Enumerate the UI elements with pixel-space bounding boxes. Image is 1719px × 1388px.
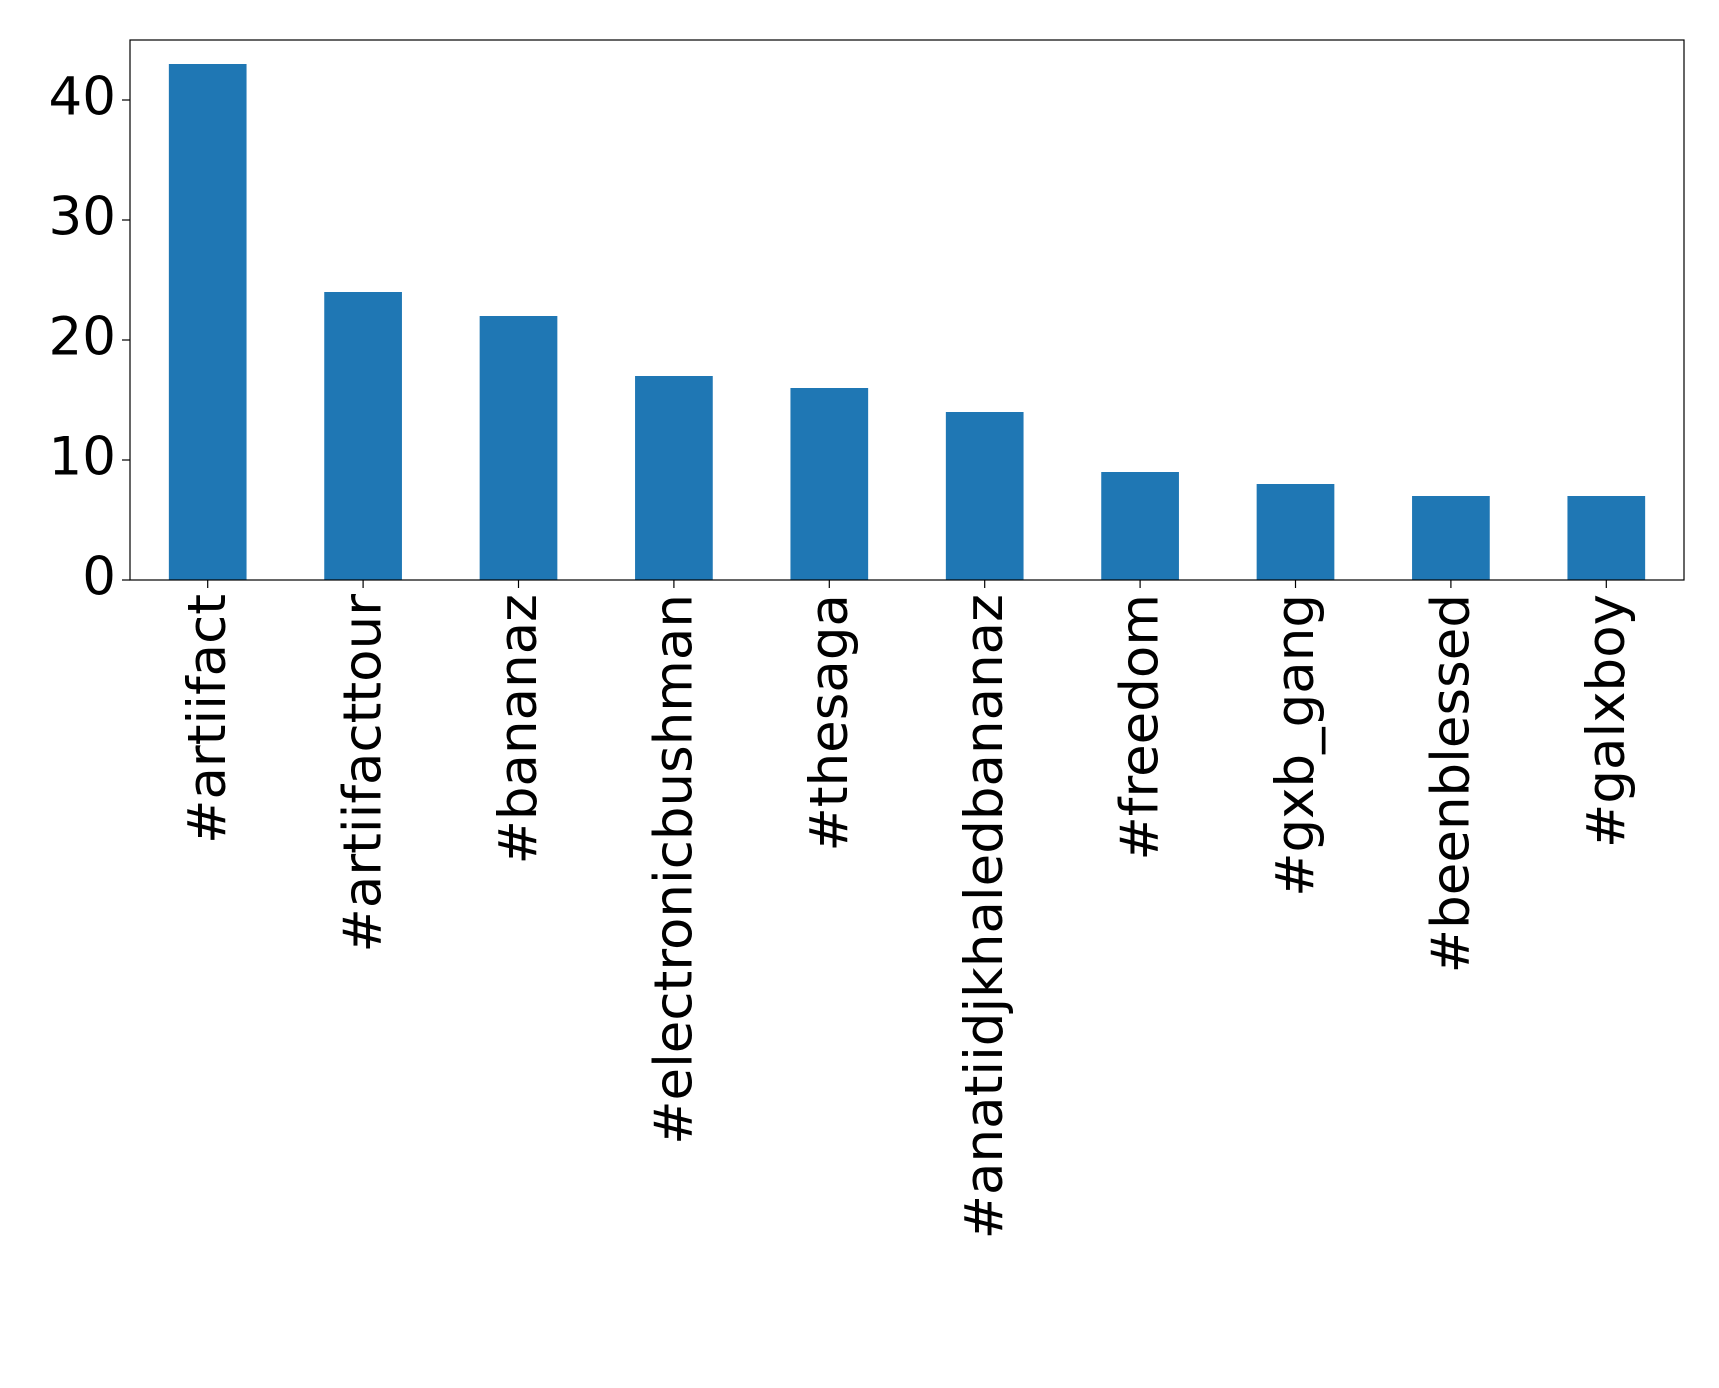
y-tick-label: 10: [49, 427, 116, 488]
x-tick-label: #beenblessed: [1420, 594, 1481, 973]
x-tick-label: #thesaga: [799, 594, 860, 852]
bar: [945, 412, 1024, 580]
bar: [479, 316, 558, 580]
bar: [324, 292, 402, 580]
bar: [1412, 496, 1490, 580]
x-tick-label: #artiifacttour: [333, 594, 394, 953]
y-tick-label: 40: [49, 67, 116, 128]
x-tick-label: #bananaz: [488, 594, 549, 865]
y-tick-label: 0: [82, 547, 116, 608]
bar: [635, 376, 713, 580]
x-tick-label: #artiifact: [177, 594, 238, 844]
bar: [1101, 472, 1179, 580]
x-tick-label: #freedom: [1110, 594, 1171, 861]
x-tick-label: #gxb_gang: [1265, 594, 1326, 897]
x-tick-label: #anatiidjkhaledbananaz: [954, 594, 1015, 1239]
x-tick-label: #electronicbushman: [643, 594, 704, 1145]
plot-frame: [129, 39, 1685, 581]
bar: [1567, 496, 1646, 580]
y-tick-label: 20: [49, 307, 116, 368]
bar: [168, 64, 247, 580]
x-tick-label: #galxboy: [1576, 594, 1637, 848]
y-tick-label: 30: [49, 187, 116, 248]
bar: [790, 388, 869, 580]
bar: [1256, 484, 1335, 580]
